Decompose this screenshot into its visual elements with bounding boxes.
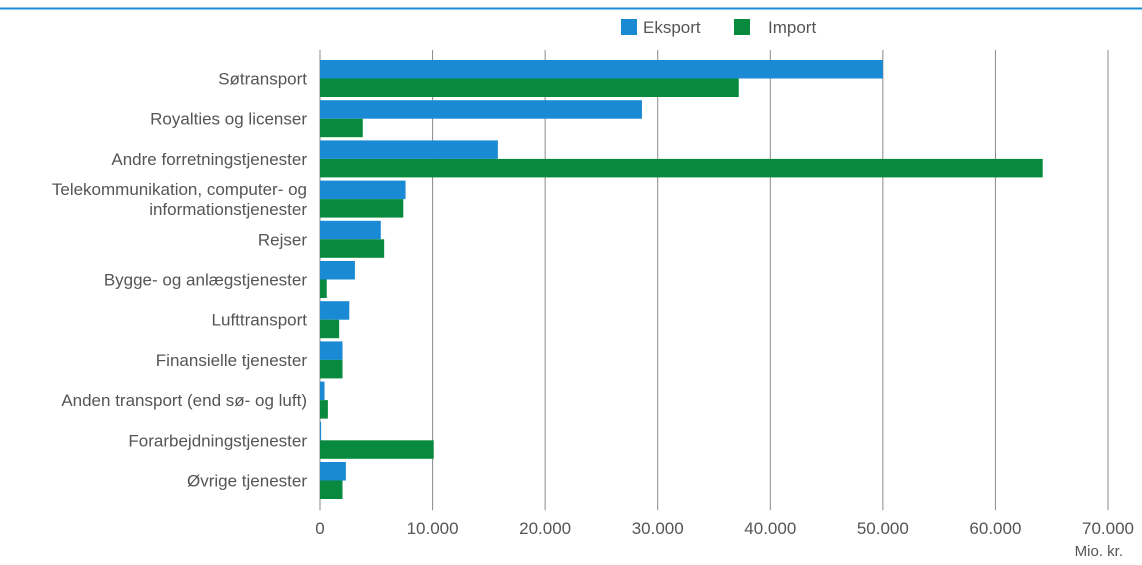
bar-import [320,440,434,459]
x-tick-label: 70.000 [1082,519,1134,538]
legend: Eksport Import [621,18,816,37]
bar-import [320,400,328,419]
category-label: Øvrige tjenester [187,472,307,491]
x-tick-label: 60.000 [969,519,1021,538]
category-label: Telekommunikation, computer- og informati… [52,180,307,219]
bar-import [320,279,327,298]
x-axis-tick-labels: 0 10.000 20.000 30.000 40.000 50.000 60.000 70.… [315,519,1134,538]
category-label: Forarbejdningstjenester [128,431,307,450]
bar-eksport [320,462,346,481]
bar-import [320,319,340,339]
category-label: Bygge- og anlægstjenester [104,271,308,290]
x-tick-label: 30.000 [632,519,684,538]
legend-label-import: Import [768,18,816,37]
bar-import [320,158,1043,178]
legend-swatch-eksport [621,19,637,35]
category-label: Søtransport [218,70,307,89]
bar-eksport [320,220,381,240]
bar-eksport [320,341,343,360]
x-tick-label: 40.000 [744,519,796,538]
bar-eksport [320,140,498,159]
category-label: Lufttransport [212,311,308,330]
category-labels: Søtransport Royalties og licenser Andre fo… [52,70,307,491]
bar-eksport [320,421,322,441]
x-tick-label: 0 [315,519,324,538]
bar-eksport [320,261,355,280]
bar-import [320,239,385,258]
legend-label-eksport: Eksport [643,18,701,37]
bar-import [320,78,739,97]
gridlines [319,50,1109,511]
category-label: Andre forretningstjenester [111,150,307,169]
bar-import [320,359,343,379]
bar-eksport [320,381,325,401]
bar-eksport [320,100,642,119]
bar-import [320,118,363,138]
bar-import [320,199,404,218]
category-label: Rejser [258,230,307,249]
bar-eksport [320,60,883,79]
category-label: Royalties og licenser [150,110,307,129]
category-label: Finansielle tjenester [156,351,308,370]
x-tick-label: 20.000 [519,519,571,538]
bars [320,60,1043,499]
bar-import [320,480,343,499]
x-tick-label: 50.000 [857,519,909,538]
bar-eksport [320,180,406,200]
legend-swatch-import [734,19,750,35]
category-label: Anden transport (end sø- og luft) [61,391,307,410]
bar-eksport [320,301,350,320]
x-axis-unit-label: Mio. kr. [1075,543,1123,560]
x-tick-label: 10.000 [407,519,459,538]
